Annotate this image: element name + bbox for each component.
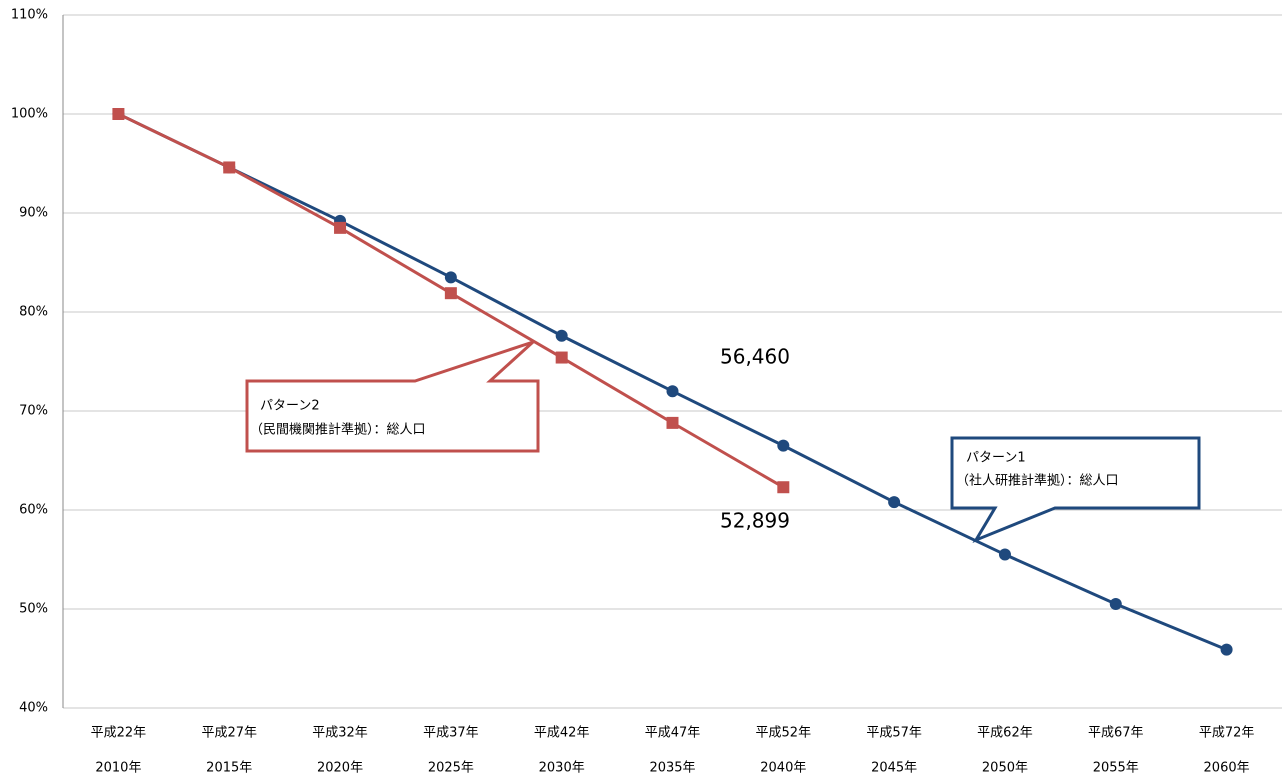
x-tick-label: 2010年	[95, 761, 141, 776]
annotation: 52,899	[720, 509, 790, 533]
y-tick-label: 70%	[19, 404, 48, 419]
x-tick-label: 2040年	[760, 761, 806, 776]
callout-title: パターン1	[966, 451, 1026, 466]
point	[444, 271, 457, 284]
x-tick-label: 平成62年	[977, 726, 1033, 741]
x-tick-label: 2060年	[1204, 761, 1250, 776]
y-tick-label: 50%	[19, 602, 48, 617]
x-tick-label: 2050年	[982, 761, 1028, 776]
point	[1109, 598, 1122, 611]
x-tick-label: 平成27年	[201, 726, 257, 741]
point	[998, 548, 1011, 561]
x-tick-label: 平成47年	[645, 726, 701, 741]
point	[223, 161, 236, 174]
point	[1220, 643, 1233, 656]
point	[888, 496, 901, 509]
point	[666, 385, 679, 398]
x-tick-label: 2025年	[428, 761, 474, 776]
annotation: 56,460	[720, 345, 790, 369]
y-tick-label: 90%	[19, 206, 48, 221]
y-tick-label: 40%	[19, 701, 48, 716]
point	[777, 439, 790, 452]
y-tick-label: 100%	[11, 107, 48, 122]
x-tick-label: 平成22年	[91, 726, 147, 741]
x-tick-label: 2020年	[317, 761, 363, 776]
y-tick-label: 60%	[19, 503, 48, 518]
y-tick-label: 80%	[19, 305, 48, 320]
point	[444, 287, 457, 300]
point	[777, 481, 790, 494]
x-tick-label: 平成37年	[423, 726, 479, 741]
point	[666, 416, 679, 429]
x-tick-label: 平成42年	[534, 726, 590, 741]
x-tick-label: 2035年	[649, 761, 695, 776]
x-tick-label: 平成67年	[1088, 726, 1144, 741]
callout-title: パターン2	[260, 399, 320, 414]
x-tick-label: 2045年	[871, 761, 917, 776]
x-tick-label: 平成72年	[1199, 726, 1255, 741]
callout-text: （社人研推計準拠）：総人口	[956, 473, 1119, 489]
x-tick-label: 平成57年	[866, 726, 922, 741]
callout-box	[245, 340, 540, 453]
point	[112, 108, 125, 120]
point	[555, 329, 568, 342]
x-tick-label: 2030年	[539, 761, 585, 776]
callout-text: （民間機関推計準拠）：総人口	[250, 422, 426, 438]
y-tick-label: 110%	[11, 8, 48, 23]
x-tick-label: 平成32年	[312, 726, 368, 741]
point	[334, 221, 347, 234]
x-tick-label: 2015年	[206, 761, 252, 776]
x-tick-label: 2055年	[1093, 761, 1139, 776]
point	[555, 351, 568, 364]
x-tick-label: 平成52年	[756, 726, 812, 741]
callout-box	[950, 436, 1201, 544]
